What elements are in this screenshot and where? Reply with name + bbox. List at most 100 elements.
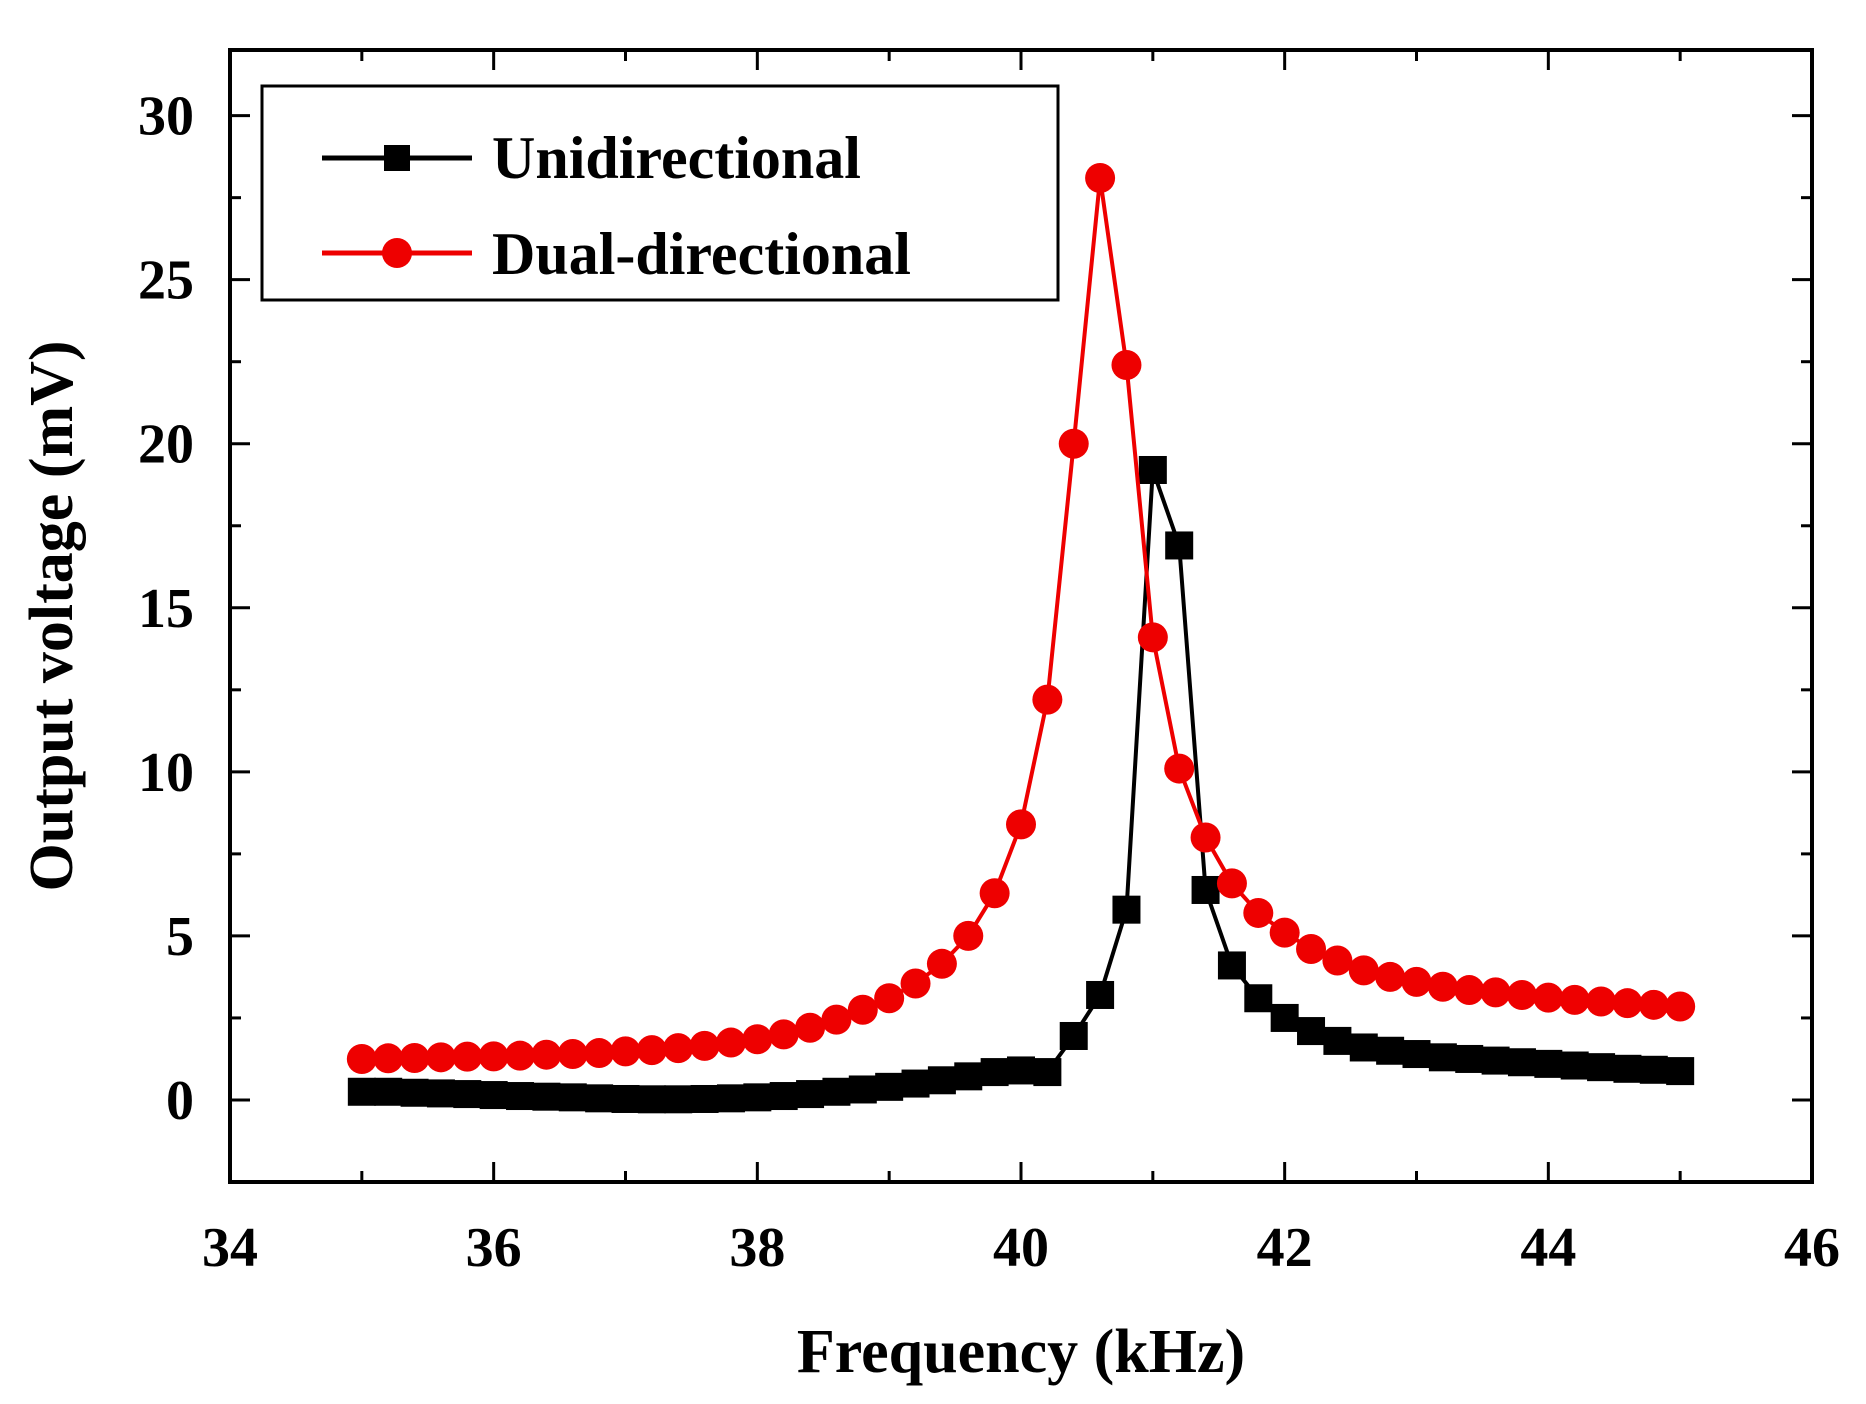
data-point-dual-directional (1665, 991, 1696, 1022)
data-point-unidirectional (1507, 1048, 1536, 1077)
data-point-dual-directional (821, 1004, 852, 1035)
data-point-unidirectional (585, 1084, 614, 1113)
data-point-unidirectional (716, 1084, 745, 1113)
y-tick-label: 20 (138, 414, 194, 476)
data-point-dual-directional (636, 1035, 667, 1066)
data-point-dual-directional (1190, 822, 1221, 853)
data-point-dual-directional (663, 1033, 694, 1064)
data-point-dual-directional (1533, 982, 1564, 1013)
data-point-dual-directional (1111, 349, 1142, 380)
data-point-unidirectional (1033, 1058, 1062, 1087)
data-point-unidirectional (347, 1077, 376, 1106)
y-tick-label: 25 (138, 250, 194, 312)
data-point-unidirectional (1244, 984, 1273, 1013)
y-tick-label: 10 (138, 742, 194, 804)
data-point-unidirectional (1481, 1046, 1510, 1075)
series-line-unidirectional (361, 469, 1681, 1102)
y-tick-label: 15 (138, 578, 194, 640)
data-point-unidirectional (453, 1080, 482, 1109)
data-point-unidirectional (690, 1084, 719, 1113)
data-point-unidirectional (1217, 951, 1246, 980)
data-point-unidirectional (1402, 1040, 1431, 1069)
data-point-unidirectional (1639, 1055, 1668, 1084)
data-point-dual-directional (1085, 162, 1116, 193)
data-point-unidirectional (1428, 1043, 1457, 1072)
data-point-dual-directional (1164, 753, 1195, 784)
data-point-dual-directional (1612, 988, 1643, 1019)
data-point-dual-directional (715, 1027, 746, 1058)
data-point-dual-directional (1032, 684, 1063, 715)
data-point-unidirectional (374, 1077, 403, 1106)
data-point-dual-directional (979, 878, 1010, 909)
data-point-dual-directional (1296, 934, 1327, 965)
data-point-dual-directional (1137, 622, 1168, 653)
x-tick-label: 40 (993, 1217, 1049, 1279)
y-tick-label: 5 (166, 906, 194, 968)
data-point-unidirectional (426, 1079, 455, 1108)
data-point-unidirectional (1086, 980, 1115, 1009)
data-point-dual-directional (1058, 428, 1089, 459)
data-point-unidirectional (1297, 1017, 1326, 1046)
data-point-dual-directional (1269, 917, 1300, 948)
data-point-unidirectional (848, 1075, 877, 1104)
data-point-dual-directional (399, 1042, 430, 1073)
legend-marker-unidirectional (384, 145, 410, 171)
data-point-dual-directional (452, 1041, 483, 1072)
data-point-dual-directional (1559, 984, 1590, 1015)
data-point-unidirectional (400, 1078, 429, 1107)
data-point-unidirectional (1007, 1056, 1035, 1085)
data-point-unidirectional (1323, 1026, 1352, 1055)
data-point-dual-directional (1586, 986, 1617, 1017)
data-point-dual-directional (742, 1024, 773, 1055)
data-point-unidirectional (980, 1058, 1009, 1087)
data-point-dual-directional (1216, 868, 1247, 899)
x-tick-label: 46 (1784, 1217, 1840, 1279)
data-point-unidirectional (927, 1066, 956, 1095)
x-axis-title: Frequency (kHz) (797, 1318, 1245, 1386)
data-point-dual-directional (557, 1039, 588, 1070)
data-point-unidirectional (954, 1062, 983, 1091)
x-tick-label: 38 (729, 1217, 785, 1279)
data-point-unidirectional (1560, 1051, 1589, 1080)
data-point-dual-directional (1322, 945, 1353, 976)
y-tick-label: 30 (138, 86, 194, 148)
data-point-dual-directional (847, 994, 878, 1025)
data-point-dual-directional (795, 1012, 826, 1043)
data-point-dual-directional (610, 1036, 641, 1067)
data-point-unidirectional (1138, 455, 1167, 484)
data-point-dual-directional (926, 948, 957, 979)
data-point-dual-directional (584, 1038, 615, 1069)
data-point-unidirectional (1613, 1054, 1642, 1083)
data-point-dual-directional (953, 920, 984, 951)
data-point-dual-directional (373, 1043, 404, 1074)
plot-frame (228, 48, 1814, 1184)
data-point-unidirectional (1165, 531, 1194, 560)
y-axis-title: Output voltage (mV) (18, 340, 86, 891)
data-point-dual-directional (1006, 809, 1036, 840)
data-point-unidirectional (743, 1083, 772, 1112)
data-point-unidirectional (532, 1082, 561, 1111)
data-point-unidirectional (664, 1085, 693, 1114)
data-point-dual-directional (1348, 955, 1379, 986)
data-point-unidirectional (1270, 1003, 1299, 1032)
legend-label-unidirectional: Unidirectional (492, 125, 861, 191)
data-point-unidirectional (901, 1069, 930, 1098)
data-point-dual-directional (1243, 897, 1274, 928)
data-point-unidirectional (1455, 1044, 1484, 1073)
data-point-unidirectional (1534, 1049, 1563, 1078)
data-point-unidirectional (1376, 1036, 1405, 1065)
data-point-dual-directional (1506, 979, 1537, 1010)
data-point-dual-directional (768, 1019, 799, 1050)
x-tick-label: 34 (202, 1217, 258, 1279)
data-point-dual-directional (346, 1043, 377, 1074)
data-point-unidirectional (1059, 1021, 1088, 1050)
ticks-layer: 34 36 38 40 42 44 46 0 5 10 15 20 25 30 (138, 50, 1840, 1279)
data-point-unidirectional (637, 1085, 666, 1114)
x-tick-label: 42 (1257, 1217, 1313, 1279)
data-point-unidirectional (1349, 1033, 1378, 1062)
data-point-dual-directional (1427, 971, 1458, 1002)
data-point-dual-directional (425, 1042, 456, 1073)
data-point-unidirectional (506, 1082, 535, 1111)
data-point-dual-directional (478, 1041, 509, 1072)
